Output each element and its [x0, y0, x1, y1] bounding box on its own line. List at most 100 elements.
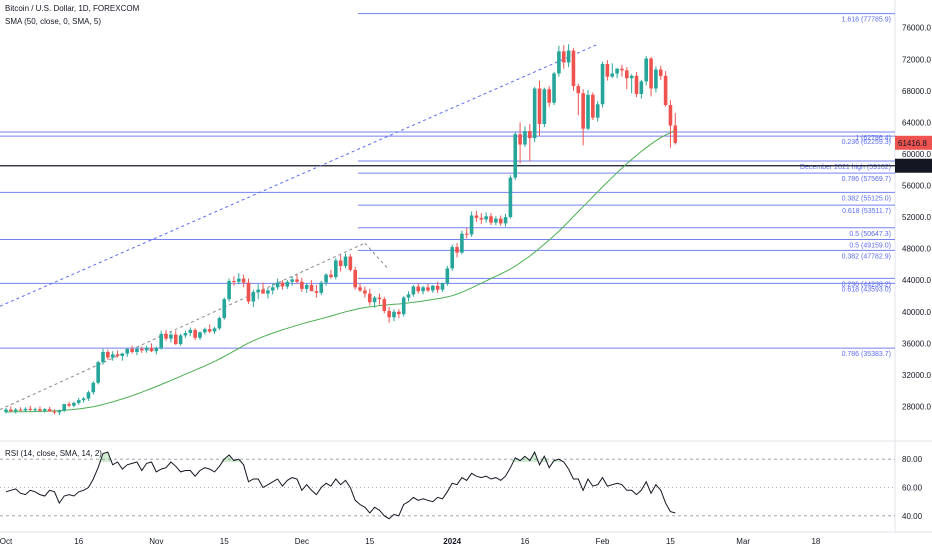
candle-body — [532, 88, 537, 139]
price-tick-label: 48000.0 — [902, 245, 931, 254]
candle-body — [469, 215, 474, 235]
fib-label: 0.618 (53511.7) — [842, 208, 891, 215]
candle-body — [96, 362, 100, 383]
chart-title: Bitcoin / U.S. Dollar, 1D, FOREXCOM — [5, 4, 140, 13]
candle-body — [503, 217, 508, 224]
candle-body — [426, 287, 430, 291]
candle-body — [479, 217, 484, 220]
candle-body — [110, 354, 115, 358]
candle-body — [421, 287, 425, 292]
price-pane-grid — [0, 0, 932, 533]
candle-body — [382, 299, 387, 311]
candle-body — [605, 64, 610, 77]
candle-body — [13, 409, 18, 412]
candle-body — [81, 398, 86, 401]
candle-body — [203, 329, 207, 333]
candle-body — [38, 409, 42, 411]
candle-body — [397, 311, 401, 315]
candle-body — [130, 348, 134, 352]
candle-body — [241, 278, 246, 283]
candle-body — [140, 348, 144, 351]
candle-body — [474, 215, 479, 218]
candle-body — [52, 411, 57, 413]
fib-label: 0.236 (44238.2) — [842, 281, 891, 288]
candle-body — [266, 290, 270, 294]
level-badge — [895, 158, 932, 173]
time-tick-label: Dec — [295, 537, 309, 546]
time-tick-label: 16 — [74, 537, 83, 546]
current-price-label: 61416.8 — [898, 139, 927, 148]
candle-body — [416, 286, 421, 292]
candle-body — [445, 268, 450, 284]
candle-body — [367, 293, 372, 303]
candle-body — [256, 289, 260, 293]
trend-lines — [0, 43, 598, 411]
candle-body — [334, 260, 338, 278]
price-axis[interactable]: 28000.0 32000.0 36000.0 40000.0 44000.0 48000… — [902, 24, 931, 412]
candle-body — [86, 392, 91, 399]
candle-body — [610, 73, 615, 77]
candle-body — [411, 286, 416, 295]
sma-line — [5, 129, 676, 413]
price-tick-label: 32000.0 — [902, 371, 931, 380]
fib-label: 0.5 (50647.3) — [849, 231, 891, 238]
candle-body — [173, 334, 178, 345]
price-tick-label: 44000.0 — [902, 276, 931, 285]
candle-body — [101, 352, 105, 363]
candle-body — [149, 348, 154, 352]
fib-label: December 2021 high (59102) — [800, 164, 891, 171]
rsi-tick-label: 60.00 — [902, 484, 923, 493]
time-tick-label: 16 — [520, 537, 529, 546]
candle-body — [33, 409, 37, 411]
candle-body — [343, 256, 348, 266]
candle-body — [28, 408, 33, 410]
candle-body — [440, 283, 445, 290]
candle-body — [508, 177, 513, 218]
candle-body — [4, 409, 8, 412]
candle-body — [620, 68, 624, 71]
candle-body — [285, 281, 290, 287]
candle-body — [295, 279, 299, 282]
candle-body — [72, 402, 76, 406]
price-tick-label: 68000.0 — [902, 87, 931, 96]
candle-body — [387, 310, 391, 318]
time-axis[interactable]: Oct 16 Nov 15 Dec 15 2024 16 Feb 15 Mar 18 — [0, 537, 821, 546]
candle-body — [464, 233, 469, 235]
rsi-overbought-fill — [549, 459, 564, 462]
candle-body — [513, 134, 518, 178]
candle-body — [261, 289, 265, 294]
trend-line-lower — [0, 242, 366, 411]
candle-body — [106, 352, 110, 358]
fib-label: 0.382 (47782.9) — [842, 253, 891, 260]
rsi-overbought-fill — [98, 452, 113, 462]
rsi-pane: 80.00 60.00 40.00 — [0, 450, 923, 521]
rsi-tick-label: 80.00 — [902, 455, 923, 464]
candle-body — [576, 86, 581, 94]
candle-body — [542, 89, 547, 124]
candle-body — [552, 73, 556, 103]
candle-body — [304, 284, 309, 289]
candle-body — [581, 93, 585, 129]
candle-body — [232, 280, 236, 282]
candle-body — [300, 281, 304, 289]
candle-body — [455, 247, 459, 253]
time-tick-label: Oct — [0, 537, 13, 546]
candle-body — [188, 329, 193, 334]
candle-body — [673, 125, 678, 143]
fib-levels: 1.618 (77785.9) 1 (62786.4)0.236 (62259.3… — [0, 13, 895, 358]
trend-line-upper — [0, 43, 598, 307]
candle-body — [183, 333, 188, 336]
candle-body — [319, 282, 324, 293]
candle-body — [198, 332, 202, 338]
candle-body — [668, 105, 673, 126]
time-tick-label: 15 — [220, 537, 229, 546]
candle-body — [625, 70, 629, 79]
fib-label: 0.618 (43593.0) — [842, 286, 891, 293]
candle-body — [518, 134, 522, 145]
candle-body — [159, 333, 163, 349]
time-tick-label: Nov — [149, 537, 163, 546]
candle-body — [401, 297, 406, 315]
candle-body — [435, 285, 440, 290]
candle-body — [566, 50, 571, 63]
